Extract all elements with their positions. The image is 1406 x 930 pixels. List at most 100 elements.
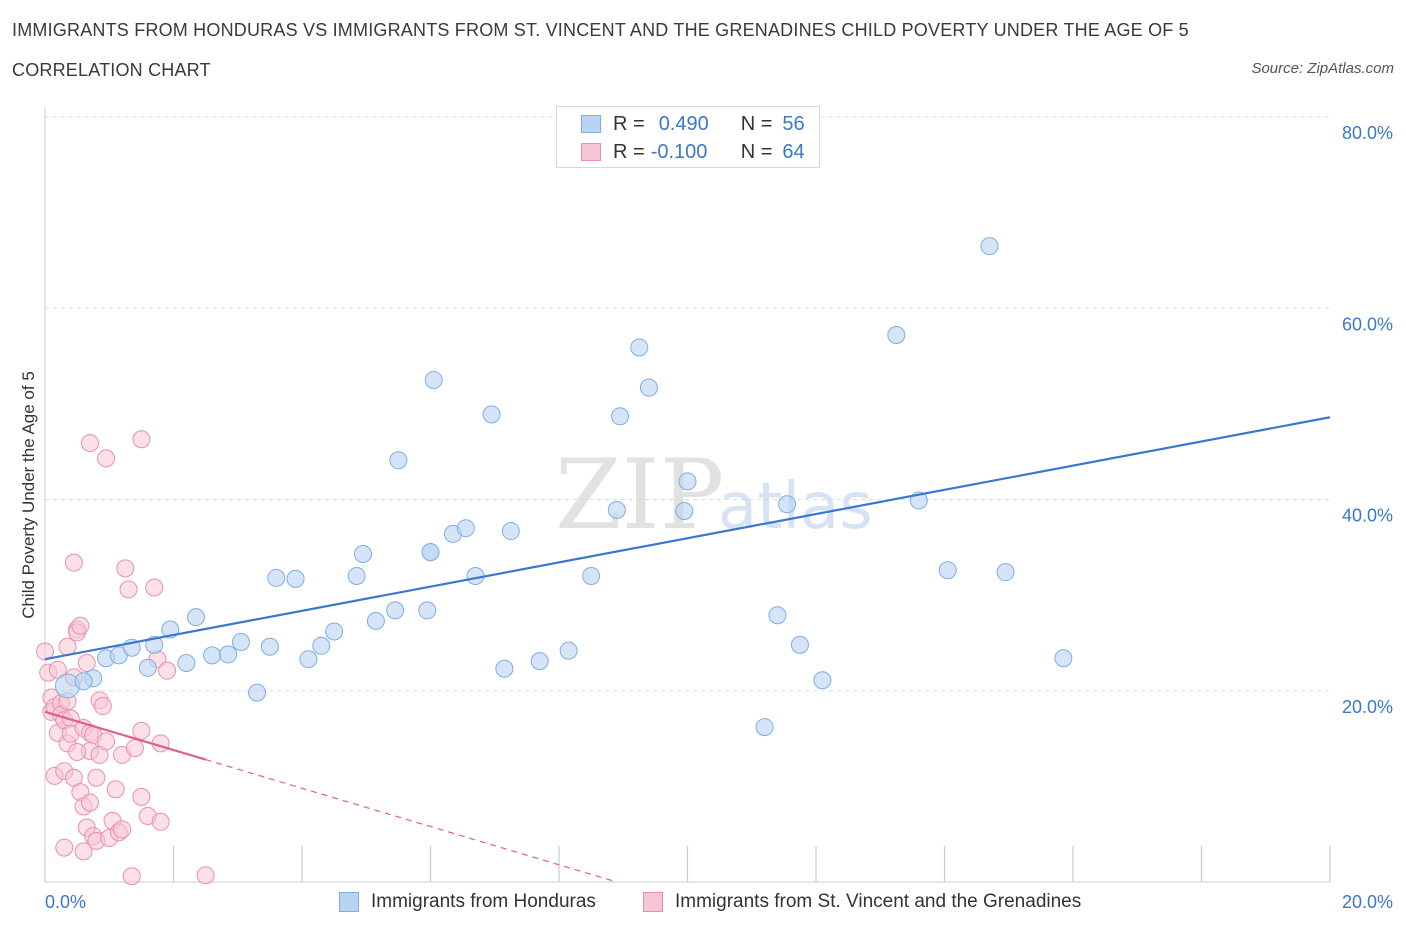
- x-tick-label: 0.0%: [45, 892, 86, 912]
- data-point-stvincent: [132, 787, 151, 806]
- pink-series-points: [36, 430, 215, 886]
- data-point-honduras: [267, 568, 286, 587]
- trendline-stvincent: [44, 710, 206, 761]
- data-point-honduras: [456, 519, 475, 538]
- data-point-honduras: [145, 635, 164, 654]
- data-point-honduras: [495, 659, 514, 678]
- data-point-honduras: [418, 601, 437, 620]
- data-point-stvincent: [80, 793, 99, 812]
- bottom-legend-label-stvincent: Immigrants from St. Vincent and the Gren…: [675, 891, 1082, 912]
- data-point-honduras: [138, 658, 157, 677]
- trendlines: [44, 416, 1331, 883]
- bottom-legend-honduras: Immigrants from Honduras: [339, 888, 596, 916]
- bottom-legend-stvincent: Immigrants from St. Vincent and the Gren…: [643, 888, 1081, 916]
- data-point-honduras: [482, 405, 501, 424]
- data-point-honduras: [248, 683, 267, 702]
- data-point-honduras: [312, 636, 331, 655]
- legend-swatch-blue: [581, 115, 601, 133]
- data-point-stvincent: [106, 780, 125, 799]
- data-point-stvincent: [36, 642, 54, 661]
- data-point-stvincent: [119, 580, 138, 599]
- data-point-honduras: [389, 451, 408, 470]
- data-point-honduras: [74, 672, 93, 691]
- data-point-honduras: [424, 370, 443, 389]
- data-point-honduras: [299, 650, 318, 669]
- data-point-honduras: [203, 646, 222, 665]
- data-point-stvincent: [125, 739, 144, 758]
- stats-legend: R = 0.490 N = 56 R = -0.100 N = 64: [556, 106, 820, 168]
- y-axis-label: Child Poverty Under the Age of 5: [19, 371, 38, 619]
- data-point-honduras: [755, 718, 774, 737]
- y-tick-label: 20.0%: [1342, 697, 1393, 717]
- legend-row-honduras: R = 0.490 N = 56: [581, 112, 805, 136]
- legend-r-value-stvincent: -0.100: [650, 140, 708, 163]
- data-point-honduras: [219, 645, 238, 664]
- legend-n-label: N =: [740, 112, 773, 135]
- data-point-stvincent: [93, 697, 112, 716]
- legend-row-stvincent: R = -0.100 N = 64: [581, 140, 805, 164]
- chart-title: IMMIGRANTS FROM HONDURAS VS IMMIGRANTS F…: [12, 20, 1189, 40]
- data-point-honduras: [559, 641, 578, 660]
- data-point-stvincent: [151, 812, 170, 831]
- chart-source: Source: ZipAtlas.com: [1251, 60, 1394, 77]
- data-point-honduras: [790, 635, 809, 654]
- data-point-honduras: [347, 567, 366, 585]
- data-point-honduras: [501, 522, 520, 541]
- data-point-honduras: [938, 561, 957, 580]
- x-tick-label: 20.0%: [1342, 892, 1393, 912]
- axes: [44, 107, 1331, 883]
- data-point-honduras: [980, 237, 999, 256]
- data-point-stvincent: [196, 866, 215, 885]
- gridlines: [45, 116, 1330, 692]
- data-point-stvincent: [158, 661, 177, 680]
- data-point-stvincent: [55, 838, 74, 857]
- data-point-stvincent: [77, 654, 96, 673]
- legend-swatch-pink: [581, 143, 601, 161]
- data-point-honduras: [354, 545, 373, 564]
- data-point-honduras: [530, 652, 549, 671]
- data-point-honduras: [768, 606, 787, 625]
- data-point-honduras: [421, 543, 440, 562]
- data-point-honduras: [630, 338, 649, 357]
- data-point-honduras: [582, 567, 601, 585]
- data-point-honduras: [231, 632, 250, 651]
- data-point-honduras: [996, 563, 1015, 582]
- y-tick-label: 60.0%: [1342, 314, 1393, 334]
- blue-series-points: [54, 237, 1073, 737]
- data-point-stvincent: [97, 449, 116, 468]
- data-point-honduras: [607, 501, 626, 520]
- data-point-honduras: [675, 501, 694, 520]
- data-point-honduras: [325, 622, 344, 641]
- data-point-honduras: [177, 654, 196, 673]
- data-point-stvincent: [87, 768, 106, 787]
- bottom-legend-swatch-blue: [339, 892, 359, 912]
- data-point-stvincent: [58, 637, 77, 656]
- tick-labels: 20.0% 40.0% 60.0% 80.0% 0.0% 20.0%: [45, 123, 1393, 912]
- data-point-honduras: [611, 407, 630, 426]
- y-tick-label: 40.0%: [1342, 506, 1393, 526]
- data-point-honduras: [639, 378, 658, 397]
- bottom-legend-label-honduras: Immigrants from Honduras: [371, 891, 596, 912]
- data-point-stvincent: [132, 721, 151, 740]
- legend-r-label: R =: [613, 140, 645, 163]
- legend-n-value-honduras: 56: [782, 112, 805, 135]
- y-tick-label: 80.0%: [1342, 123, 1393, 143]
- data-point-honduras: [286, 569, 305, 588]
- legend-n-label: N =: [740, 140, 773, 163]
- data-point-stvincent: [74, 842, 93, 861]
- data-point-honduras: [887, 326, 906, 345]
- data-point-honduras: [678, 472, 697, 491]
- watermark-zip: ZIP: [555, 439, 724, 551]
- chart-subtitle: CORRELATION CHART: [12, 60, 211, 80]
- bottom-legend-swatch-pink: [643, 892, 663, 912]
- data-point-stvincent: [71, 616, 90, 635]
- data-point-stvincent: [116, 559, 135, 578]
- data-point-stvincent: [68, 742, 87, 761]
- data-point-stvincent: [97, 732, 116, 751]
- data-point-honduras: [186, 608, 205, 627]
- data-point-honduras: [260, 637, 279, 656]
- data-point-stvincent: [132, 430, 151, 449]
- data-point-honduras: [1054, 649, 1073, 668]
- trendline-stvincent-extension: [205, 759, 617, 883]
